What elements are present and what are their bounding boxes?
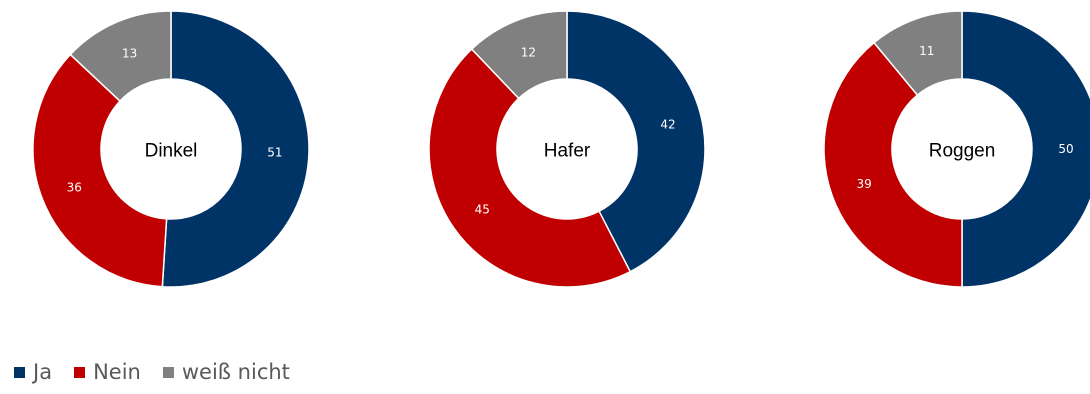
donut-charts-svg: 51 36 13 Dinkel 42 45 12 Hafer 50 39 11 Roggen bbox=[32, 10, 1090, 288]
data-label-roggen-weiss-nicht: 11 bbox=[919, 44, 934, 58]
slice-dinkel-weiss-nicht bbox=[69, 10, 172, 103]
donut-center-label-roggen: Roggen bbox=[929, 141, 996, 162]
slice-roggen-weiss-nicht bbox=[872, 10, 963, 97]
slice-hafer-ja bbox=[566, 10, 706, 273]
slice-hafer-weiss-nicht bbox=[470, 10, 568, 100]
legend-label-ja: Ja bbox=[33, 360, 53, 384]
legend-swatch-weiss-nicht bbox=[162, 366, 174, 378]
slice-dinkel-ja bbox=[161, 10, 310, 288]
slice-dinkel-nein bbox=[32, 53, 168, 288]
legend-item-nein: Nein bbox=[74, 360, 141, 384]
data-label-hafer-nein: 45 bbox=[475, 202, 490, 216]
data-label-hafer-weiss-nicht: 12 bbox=[521, 45, 536, 59]
data-label-roggen-ja: 50 bbox=[1058, 142, 1073, 156]
data-label-dinkel-weiss-nicht: 13 bbox=[122, 47, 137, 61]
legend-item-ja: Ja bbox=[14, 360, 52, 384]
data-label-dinkel-nein: 36 bbox=[67, 180, 82, 194]
legend-swatch-ja bbox=[14, 366, 25, 378]
legend-label-nein: Nein bbox=[93, 360, 141, 384]
donut-roggen: 50 39 11 Roggen bbox=[823, 10, 1090, 288]
donut-hafer: 42 45 12 Hafer bbox=[428, 10, 706, 288]
slice-roggen-ja bbox=[961, 10, 1090, 288]
donut-center-label-dinkel: Dinkel bbox=[145, 141, 198, 162]
legend-label-weiss-nicht: weiß nicht bbox=[181, 360, 290, 384]
data-label-hafer-ja: 42 bbox=[660, 117, 675, 131]
donut-charts: 51 36 13 Dinkel 42 45 12 Hafer 50 39 11 Roggen bbox=[32, 10, 1090, 288]
donut-center-label-hafer: Hafer bbox=[544, 141, 591, 162]
donut-dinkel: 51 36 13 Dinkel bbox=[32, 10, 310, 288]
legend-item-weiss-nicht: weiß nicht bbox=[162, 360, 290, 384]
legend: Ja Nein weiß nicht bbox=[14, 360, 312, 384]
slice-hafer-nein bbox=[428, 48, 632, 288]
slice-roggen-nein bbox=[823, 41, 963, 288]
data-label-dinkel-ja: 51 bbox=[267, 145, 282, 159]
data-label-roggen-nein: 39 bbox=[857, 177, 872, 191]
legend-swatch-nein bbox=[74, 366, 86, 378]
